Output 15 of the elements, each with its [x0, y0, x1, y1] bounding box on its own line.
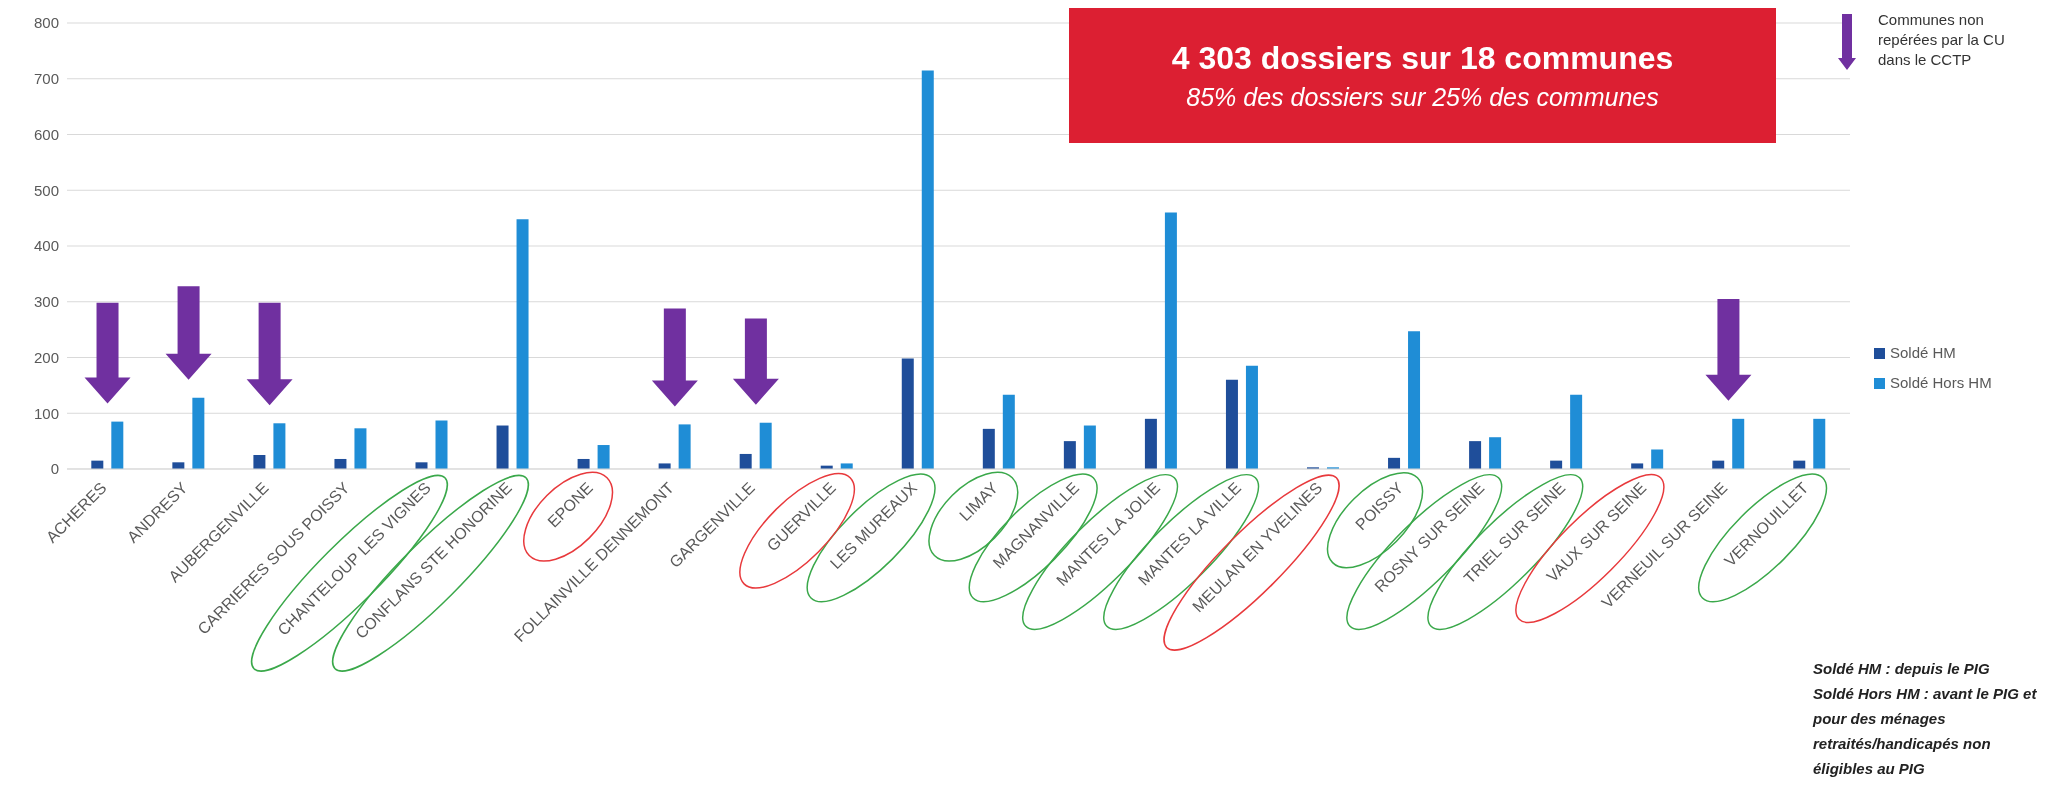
y-tick-label: 100: [33, 404, 59, 422]
text: Communes non repérées par la CU dans le CCTP: [1878, 10, 2006, 70]
y-tick-label: 300: [33, 293, 59, 311]
y-tick-label: 0: [50, 460, 59, 478]
legend-label: Soldé HM: [1890, 343, 1956, 363]
y-tick-label: 800: [33, 14, 59, 32]
title-box: 4 303 dossiers sur 18 communes 85% des dossiers sur 25% des communes: [1069, 8, 1776, 143]
y-tick-label: 500: [33, 181, 59, 199]
y-tick-label: 700: [33, 70, 59, 88]
legend-label: Soldé Hors HM: [1890, 373, 1992, 393]
y-tick-label: 400: [33, 237, 59, 255]
text: Soldé HM : depuis le PIG: [1813, 659, 1991, 679]
y-tick-label: 600: [33, 125, 59, 143]
y-tick-label: 200: [33, 348, 59, 366]
text: Soldé Hors HM : avant le PIG et pour des ménages retraités/handicapés non éligibles au PIG: [1813, 684, 2038, 779]
